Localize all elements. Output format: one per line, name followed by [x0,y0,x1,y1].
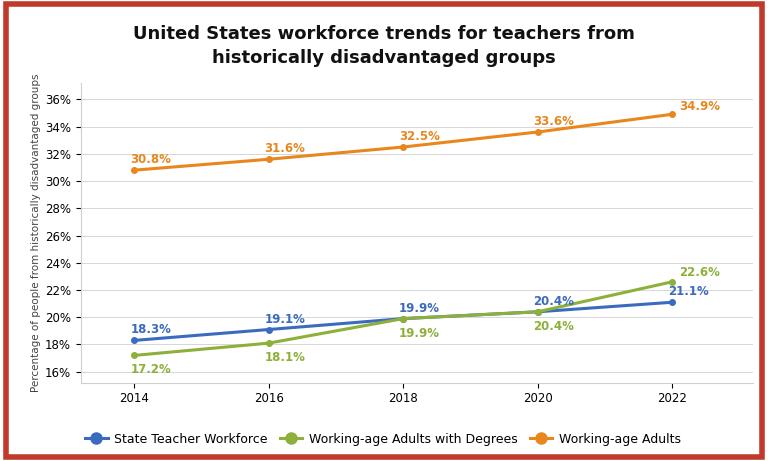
Text: 19.9%: 19.9% [399,327,440,340]
Text: 22.6%: 22.6% [679,266,720,279]
Text: 18.1%: 18.1% [265,351,306,364]
Text: 20.4%: 20.4% [534,320,574,333]
Text: 31.6%: 31.6% [265,142,306,155]
Text: 19.1%: 19.1% [265,313,306,325]
Text: 18.3%: 18.3% [131,324,171,337]
Text: 33.6%: 33.6% [534,115,574,128]
Text: 32.5%: 32.5% [399,130,440,143]
Text: United States workforce trends for teachers from
historically disadvantaged grou: United States workforce trends for teach… [133,25,635,67]
Y-axis label: Percentage of people from historically disadvantaged groups: Percentage of people from historically d… [31,74,41,392]
Text: 30.8%: 30.8% [131,153,171,166]
Legend: State Teacher Workforce, Working-age Adults with Degrees, Working-age Adults: State Teacher Workforce, Working-age Adu… [80,428,686,451]
Text: 34.9%: 34.9% [679,100,720,113]
Text: 17.2%: 17.2% [131,363,171,377]
Text: 20.4%: 20.4% [534,295,574,308]
Text: 19.9%: 19.9% [399,301,440,315]
Text: 21.1%: 21.1% [668,285,709,298]
